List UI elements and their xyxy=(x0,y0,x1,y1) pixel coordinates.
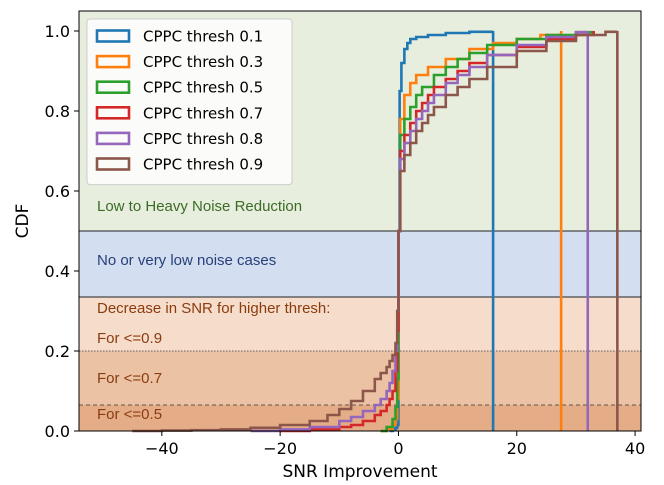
x-axis-title: SNR Improvement xyxy=(282,462,437,482)
legend-swatch xyxy=(95,29,131,43)
y-tick-label: 0.8 xyxy=(45,102,70,121)
legend-label: CPPC thresh 0.9 xyxy=(143,156,263,174)
region-labels: Low to Heavy Noise Reduction No or very l… xyxy=(97,198,330,423)
region-label-4: For <=0.5 xyxy=(97,406,162,423)
y-tick-label: 0.6 xyxy=(45,182,70,201)
legend: CPPC thresh 0.1 CPPC thresh 0.3 CPPC thres… xyxy=(86,18,293,186)
legend-swatch xyxy=(95,106,131,120)
legend-label: CPPC thresh 0.8 xyxy=(143,130,263,148)
legend-box xyxy=(86,18,293,186)
plot-frame xyxy=(78,10,642,432)
region-le09 xyxy=(79,351,641,405)
region-label-0: Low to Heavy Noise Reduction xyxy=(97,198,302,215)
region-label-5: For <=0.7 xyxy=(97,370,162,387)
legend-label: CPPC thresh 0.5 xyxy=(143,79,263,97)
series-lines xyxy=(132,30,619,433)
legend-swatch xyxy=(95,131,131,146)
y-tick-label: 0.2 xyxy=(45,342,70,361)
y-tick-label: 1.0 xyxy=(45,22,70,41)
x-axis-ticks: −40 −20 0 20 40 xyxy=(145,431,645,458)
y-axis-title: CDF xyxy=(13,204,33,239)
series-line-4 xyxy=(250,30,590,433)
legend-label: CPPC thresh 0.3 xyxy=(143,53,263,71)
y-tick-label: 0.0 xyxy=(45,422,70,441)
region-label-2: Decrease in SNR for higher thresh: xyxy=(97,300,330,317)
y-axis-ticks: 0.0 0.2 0.4 0.6 0.8 1.0 xyxy=(45,22,79,441)
x-tick-label: 40 xyxy=(625,439,645,458)
legend-swatch xyxy=(95,54,131,69)
x-tick-label: −20 xyxy=(263,439,297,458)
region-low xyxy=(79,231,641,297)
series-line-0 xyxy=(389,30,495,433)
region-label-3: For <=0.9 xyxy=(97,330,162,347)
legend-label: CPPC thresh 0.7 xyxy=(143,104,263,122)
series-line-5 xyxy=(132,30,619,433)
region-label-1: No or very low noise cases xyxy=(97,252,276,269)
x-tick-label: 20 xyxy=(507,439,527,458)
x-tick-label: 0 xyxy=(393,439,403,458)
legend-label: CPPC thresh 0.1 xyxy=(143,28,263,46)
legend-swatch xyxy=(95,157,131,171)
region-dividers xyxy=(79,230,641,406)
x-tick-label: −40 xyxy=(145,439,179,458)
legend-swatch xyxy=(95,80,131,94)
region-decrease xyxy=(79,297,641,351)
y-tick-label: 0.4 xyxy=(45,262,70,281)
series-line-2 xyxy=(380,30,595,433)
